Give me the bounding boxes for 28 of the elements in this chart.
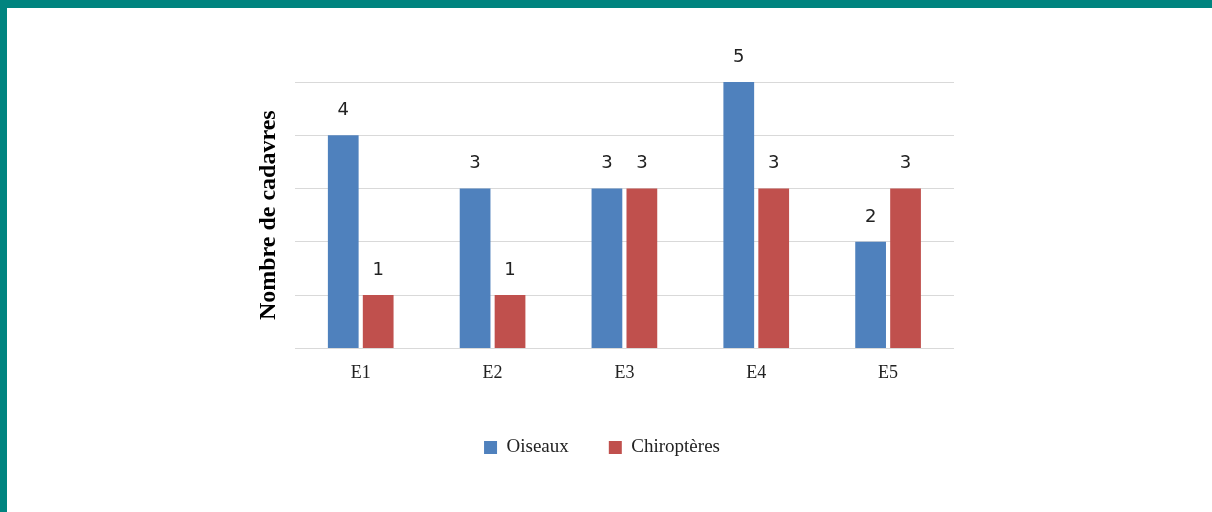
data-label: 1 — [372, 257, 384, 279]
bar — [459, 188, 491, 348]
x-tick-label: E1 — [350, 361, 371, 382]
data-label: 4 — [337, 97, 349, 119]
x-tick-label: E5 — [878, 361, 899, 382]
y-axis-title: Nombre de cadavres — [253, 110, 280, 321]
data-label: 3 — [469, 151, 481, 173]
x-tick-label: E2 — [482, 361, 503, 382]
data-label: 3 — [767, 151, 780, 173]
data-label: 3 — [601, 151, 613, 173]
bar — [723, 82, 755, 348]
bar — [591, 188, 623, 348]
bar — [890, 188, 921, 348]
bar — [327, 135, 359, 348]
data-label: 3 — [636, 151, 648, 173]
legend-label: Chiroptères — [631, 435, 720, 457]
x-tick-label: E4 — [746, 361, 767, 382]
bar — [855, 241, 886, 348]
legend-label: Oiseaux — [506, 435, 570, 457]
data-label: 1 — [504, 257, 516, 279]
data-label: 2 — [864, 204, 877, 226]
bar — [626, 188, 658, 348]
x-tick-label: E3 — [614, 361, 635, 382]
bar — [758, 188, 790, 348]
data-label: 3 — [899, 151, 912, 173]
data-label: 5 — [733, 44, 745, 66]
bar — [362, 295, 394, 348]
bar — [494, 295, 526, 348]
